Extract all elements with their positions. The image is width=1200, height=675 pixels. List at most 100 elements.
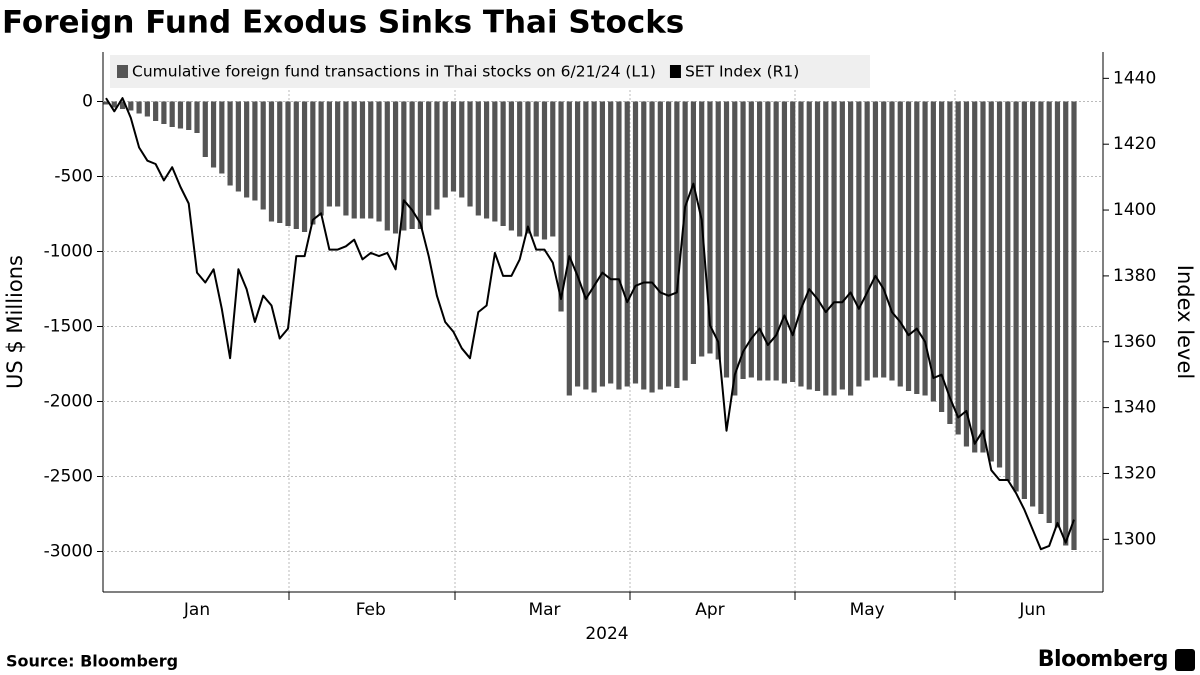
bar <box>665 101 672 387</box>
bar <box>616 101 622 390</box>
y-tick-label: -1000 <box>44 242 93 262</box>
bar <box>814 101 821 391</box>
bar <box>177 101 184 129</box>
bar <box>674 101 680 388</box>
y-tick-label: -3000 <box>44 542 93 562</box>
y2-axis-label: Index level <box>1173 265 1197 379</box>
bar <box>169 101 175 127</box>
bar <box>649 101 655 393</box>
bar <box>500 101 506 226</box>
bar <box>905 101 912 391</box>
bar <box>384 101 390 231</box>
bar <box>202 101 208 157</box>
bar <box>657 101 663 390</box>
bar <box>434 101 440 210</box>
bar <box>310 101 316 225</box>
y-tick-label: 0 <box>82 92 93 112</box>
bar <box>277 101 283 223</box>
bar <box>955 101 961 435</box>
y-tick-label: -2000 <box>44 392 93 412</box>
bar <box>1071 101 1077 550</box>
bar <box>748 101 754 378</box>
line <box>105 97 1075 551</box>
bar <box>186 101 192 130</box>
bar <box>244 101 250 198</box>
bar <box>459 101 465 198</box>
bar <box>715 101 721 360</box>
bar <box>881 101 887 378</box>
bar <box>517 101 523 237</box>
x-tick-label: Jun <box>1018 600 1046 620</box>
y-tick-label: -1500 <box>44 317 93 337</box>
y-tick-label: -2500 <box>44 467 93 487</box>
bar <box>426 101 432 216</box>
bar <box>550 101 556 237</box>
bar <box>806 101 812 390</box>
bar <box>210 101 217 168</box>
bar <box>988 101 994 462</box>
bar <box>1021 101 1027 499</box>
bar <box>723 101 730 378</box>
x-tick-label: May <box>850 600 885 620</box>
bar <box>996 101 1003 468</box>
bar <box>335 101 341 207</box>
bar <box>707 101 713 354</box>
y2-tick-label: 1440 <box>1113 68 1156 88</box>
legend-box <box>110 55 870 88</box>
bar <box>301 101 308 232</box>
bar <box>194 101 200 133</box>
bar <box>409 101 415 229</box>
bar <box>508 101 515 231</box>
bar <box>252 101 258 201</box>
bar <box>483 101 490 219</box>
bar <box>1063 101 1069 546</box>
y2-tick-label: 1320 <box>1113 463 1156 483</box>
y2-tick-label: 1300 <box>1113 529 1156 549</box>
bar <box>889 101 895 381</box>
bar <box>144 101 150 117</box>
y-tick-label: -500 <box>54 167 93 187</box>
bar <box>376 101 382 222</box>
bar <box>690 101 697 364</box>
bar <box>1013 101 1019 492</box>
bar <box>980 101 986 453</box>
bar <box>641 101 647 390</box>
bar <box>293 101 299 229</box>
bar <box>450 101 457 192</box>
bar <box>624 101 630 387</box>
bar <box>963 101 970 447</box>
legend-label: Cumulative foreign fund transactions in … <box>132 63 656 81</box>
bar <box>574 101 581 387</box>
bar <box>475 101 481 216</box>
bar <box>161 101 167 124</box>
bar <box>740 101 746 379</box>
bar <box>1030 101 1036 507</box>
bar <box>1054 101 1061 528</box>
bar <box>608 101 614 384</box>
bar <box>947 101 953 424</box>
source: Source: Bloomberg <box>6 652 178 671</box>
bar <box>525 101 531 234</box>
y2-tick-label: 1380 <box>1113 266 1156 286</box>
bar <box>939 101 945 412</box>
y2-tick-label: 1360 <box>1113 332 1156 352</box>
bar <box>1038 101 1044 514</box>
bar <box>417 101 423 229</box>
legend-swatch <box>117 65 128 78</box>
bar <box>897 101 903 387</box>
bar <box>1005 101 1011 481</box>
bar <box>318 101 324 216</box>
bar <box>285 101 291 226</box>
bar <box>566 101 572 396</box>
bar <box>972 101 978 453</box>
bar <box>103 101 109 105</box>
bar <box>922 101 928 396</box>
bar <box>401 101 407 231</box>
bar <box>136 101 142 114</box>
bar <box>326 101 332 207</box>
x-tick-label: Mar <box>528 600 560 620</box>
bar <box>930 101 936 402</box>
bar <box>823 101 829 396</box>
y2-tick-label: 1400 <box>1113 200 1156 220</box>
bar <box>558 101 564 312</box>
